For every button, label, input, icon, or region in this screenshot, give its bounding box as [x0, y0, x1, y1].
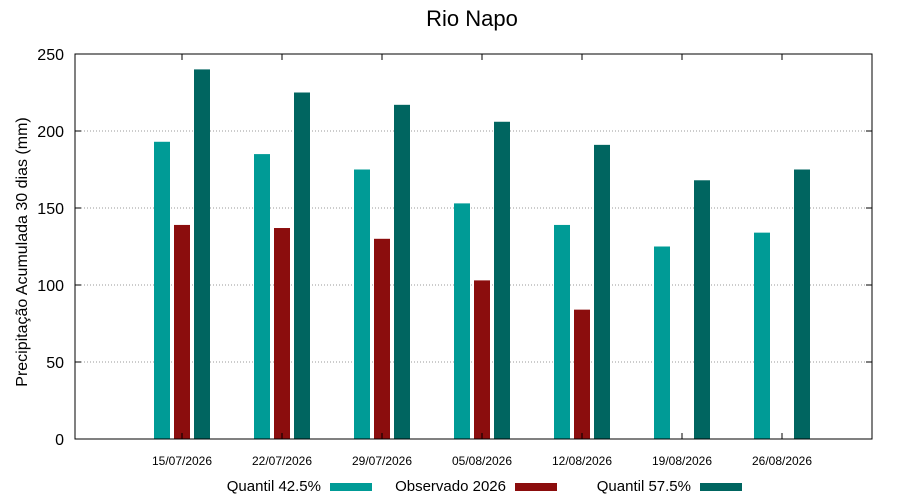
bars: [154, 69, 810, 440]
x-tick-label: 29/07/2026: [352, 454, 412, 468]
legend: Quantil 42.5% Observado 2026 Quantil 57.5%: [227, 478, 742, 495]
chart-title: Rio Napo: [426, 6, 518, 31]
bar: [494, 121, 510, 439]
x-tick-label: 15/07/2026: [152, 454, 212, 468]
bar: [374, 238, 390, 439]
legend-label: Observado 2026: [395, 478, 506, 495]
bar: [594, 144, 610, 440]
bar: [174, 224, 190, 439]
plot-frame: [74, 53, 873, 440]
bar: [654, 246, 670, 439]
x-axis-ticks: 15/07/2026 22/07/2026 29/07/2026 05/08/2026…: [152, 54, 812, 468]
y-axis-label: Precipitação Acumulada 30 dias (mm): [14, 117, 31, 386]
bar: [154, 141, 170, 439]
bar: [454, 203, 470, 439]
bar: [554, 224, 570, 439]
bar: [274, 228, 290, 439]
legend-swatch: [330, 483, 372, 491]
bar: [694, 180, 710, 439]
x-tick-label: 26/08/2026: [752, 454, 812, 468]
x-tick-label: 19/08/2026: [652, 454, 712, 468]
x-tick-label: 05/08/2026: [452, 454, 512, 468]
bar: [474, 280, 490, 439]
legend-swatch: [700, 483, 742, 491]
bar: [754, 232, 770, 439]
y-tick-label: 250: [37, 47, 64, 64]
x-tick-label: 12/08/2026: [552, 454, 612, 468]
bar: [574, 309, 590, 439]
bar: [254, 154, 270, 439]
legend-label: Quantil 42.5%: [227, 478, 321, 495]
x-tick-label: 22/07/2026: [252, 454, 312, 468]
legend-swatch: [515, 483, 557, 491]
y-tick-label: 0: [55, 432, 64, 449]
bar: [194, 69, 210, 440]
y-tick-label: 200: [37, 124, 64, 141]
y-tick-label: 50: [46, 355, 64, 372]
bar: [294, 92, 310, 439]
legend-label: Quantil 57.5%: [597, 478, 691, 495]
bar: [794, 169, 810, 439]
y-tick-label: 100: [37, 278, 64, 295]
bar: [394, 104, 410, 439]
y-axis-ticks: 0 50 100 150 200 250: [37, 47, 872, 449]
y-tick-label: 150: [37, 201, 64, 218]
bar: [354, 169, 370, 439]
